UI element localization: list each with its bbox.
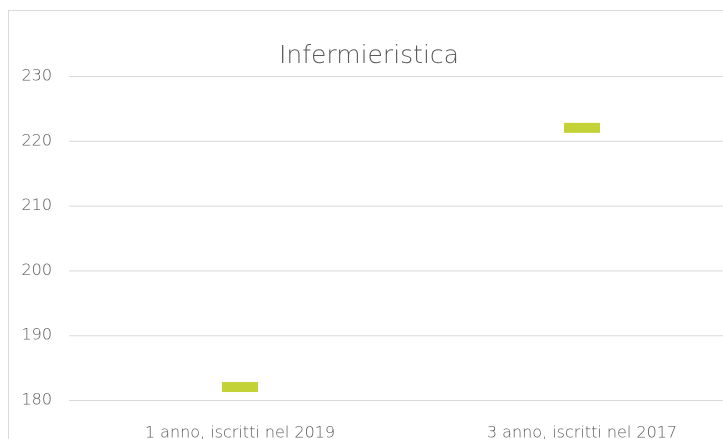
y-tick-label: 190 [21,325,52,344]
y-tick-label: 200 [21,260,52,279]
y-tick-label: 230 [21,66,52,85]
chart-title: Infermieristica [279,40,459,69]
y-tick-label: 210 [21,195,52,214]
marker [564,122,600,133]
y-tick-label: 220 [21,130,52,149]
x-tick-label: 1 anno, iscritti nel 2019 [145,423,335,439]
chart-frame [8,10,723,439]
y-tick-label: 180 [21,390,52,409]
marker [222,382,258,393]
x-tick-label: 3 anno, iscritti nel 2017 [487,423,677,439]
